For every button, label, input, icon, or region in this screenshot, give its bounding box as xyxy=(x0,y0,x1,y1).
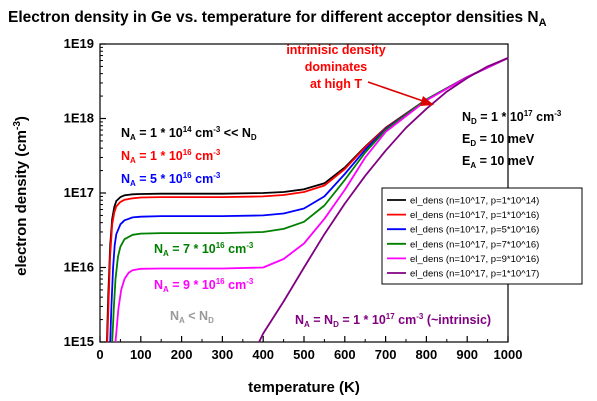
na6-annotation: NA = ND = 1 * 1017 cm-3 (~intrinsic) xyxy=(295,312,491,329)
legend-label: el_dens (n=10^17, p=1*10^16) xyxy=(410,210,539,221)
y-tick-label: 1E19 xyxy=(64,36,94,51)
ea-annotation: EA = 10 meV xyxy=(462,154,535,170)
intrinsic-line3: at high T xyxy=(310,77,362,91)
chart-title-main: Electron density in Ge vs. temperature f… xyxy=(8,9,539,26)
x-tick-label: 700 xyxy=(375,347,397,362)
series-line-2 xyxy=(106,57,509,343)
legend-box xyxy=(381,187,583,285)
y-tick-label: 1E15 xyxy=(64,334,94,349)
x-tick-label: 0 xyxy=(96,347,103,362)
intrinsic-line2: dominates xyxy=(305,60,368,74)
y-axis-ticks: 1E15 1E16 1E17 1E18 1E19 xyxy=(64,36,106,349)
na4-annotation: NA = 7 * 1016 cm-3 xyxy=(154,241,254,258)
legend: el_dens (n=10^17, p=1*10^14) el_dens (n=1… xyxy=(381,187,583,285)
x-axis-label: temperature (K) xyxy=(248,379,360,396)
y-tick-label: 1E16 xyxy=(64,260,94,275)
x-tick-label: 600 xyxy=(334,347,356,362)
y-axis-label-main: electron density (cm xyxy=(13,130,30,276)
series-group xyxy=(106,57,509,343)
chart-title: Electron density in Ge vs. temperature f… xyxy=(8,9,547,29)
legend-label: el_dens (n=10^17, p=1*10^17) xyxy=(410,269,539,280)
legend-label: el_dens (n=10^17, p=7*10^16) xyxy=(410,239,539,250)
series-line-4 xyxy=(111,57,509,343)
x-tick-label: 800 xyxy=(416,347,438,362)
y-axis-label-end: ) xyxy=(13,116,30,121)
na2-annotation: NA = 1 * 1016 cm-3 xyxy=(121,148,221,165)
series-line-6 xyxy=(258,57,509,343)
x-tick-label: 200 xyxy=(171,347,193,362)
legend-label: el_dens (n=10^17, p=9*10^16) xyxy=(410,254,539,265)
x-tick-label: 100 xyxy=(130,347,152,362)
y-axis-label-sup: -3 xyxy=(12,121,23,130)
y-tick-label: 1E17 xyxy=(64,185,94,200)
intrinsic-annotation: intrinisic density dominates at high T xyxy=(286,43,385,91)
chart-title-sub: A xyxy=(539,17,547,29)
x-tick-label: 500 xyxy=(293,347,315,362)
x-tick-label: 400 xyxy=(252,347,274,362)
y-axis-label: electron density (cm-3) xyxy=(12,116,30,276)
na5-annotation: NA = 9 * 1016 cm-3 xyxy=(154,277,254,294)
legend-label: el_dens (n=10^17, p=5*10^16) xyxy=(410,225,539,236)
ed-annotation: ED = 10 meV xyxy=(462,132,535,148)
legend-label: el_dens (n=10^17, p=1*10^14) xyxy=(410,196,539,207)
x-tick-label: 1000 xyxy=(494,347,523,362)
intrinsic-line1: intrinisic density xyxy=(286,43,385,57)
series-line-3 xyxy=(109,57,509,343)
x-axis-ticks: 0 100 200 300 400 500 600 700 800 900 1000 xyxy=(96,336,522,362)
na-lt-nd-annotation: NA < ND xyxy=(170,309,214,325)
nd-annotation: ND = 1 * 1017 cm-3 xyxy=(462,109,562,126)
y-tick-label: 1E18 xyxy=(64,111,94,126)
x-tick-label: 300 xyxy=(212,347,234,362)
intrinsic-arrow-line xyxy=(367,81,427,103)
intrinsic-arrow-head xyxy=(420,96,434,106)
series-line-5 xyxy=(114,57,509,343)
na3-annotation: NA = 5 * 1016 cm-3 xyxy=(121,171,221,188)
x-tick-label: 900 xyxy=(456,347,478,362)
na1-annotation: NA = 1 * 1014 cm-3 << ND xyxy=(121,125,257,142)
